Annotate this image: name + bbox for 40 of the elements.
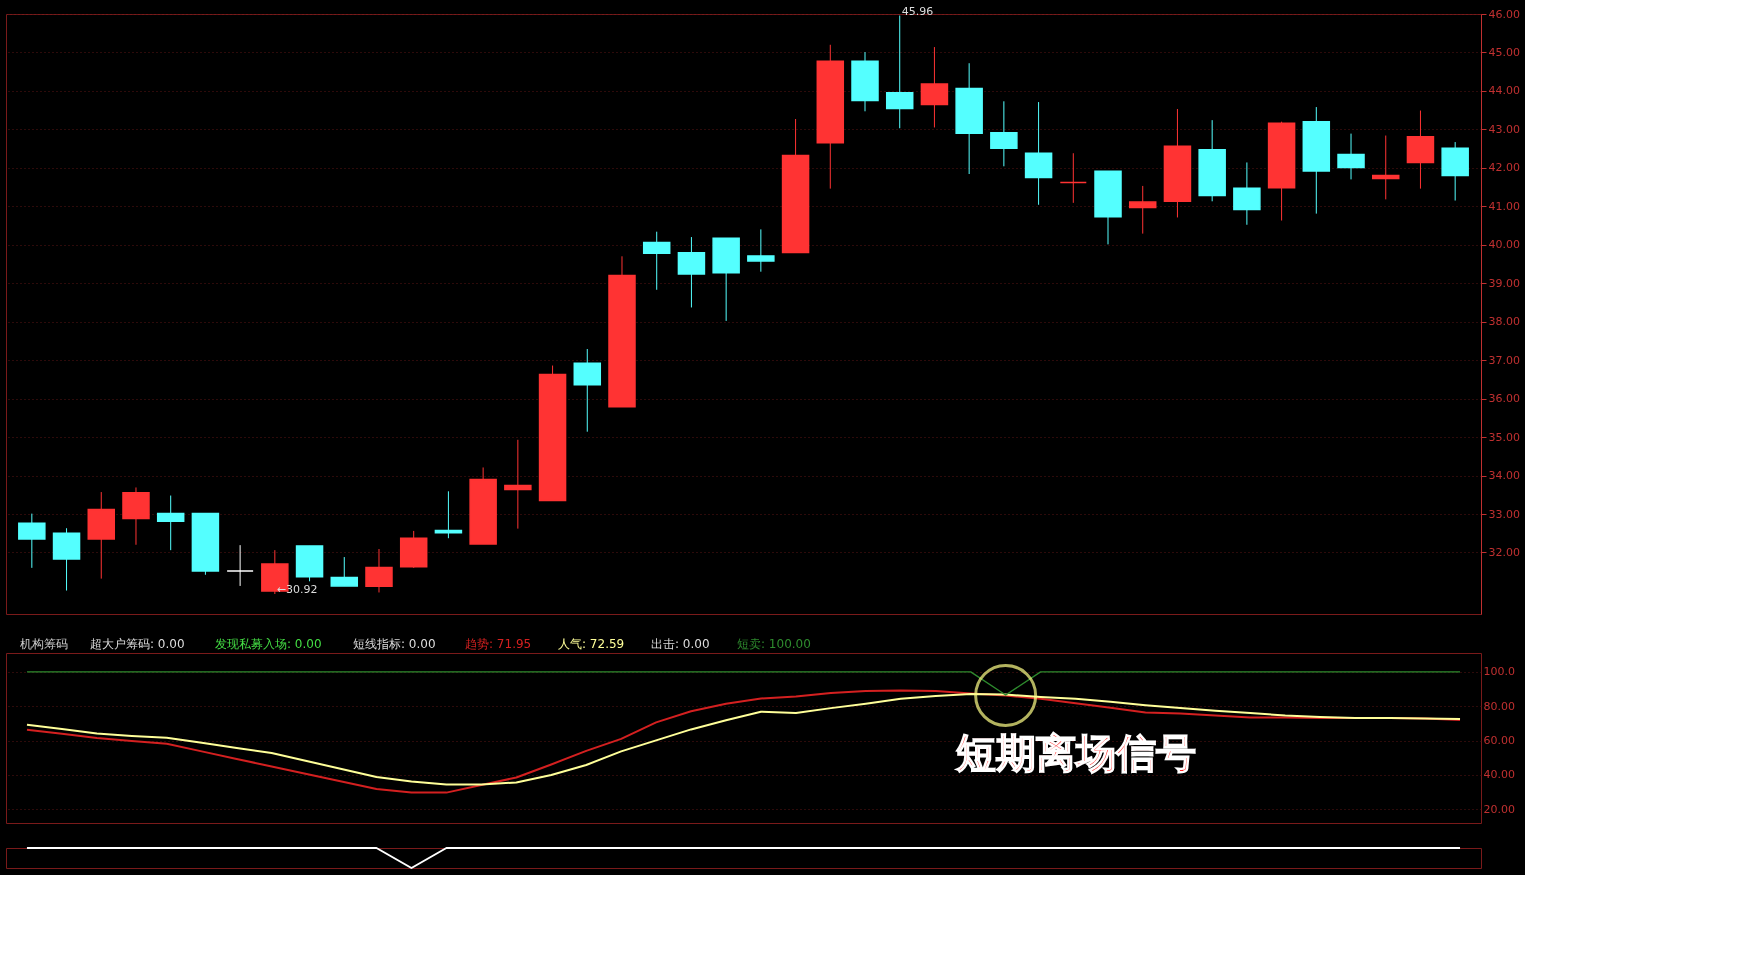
y-tick-label: 41.00 (1488, 199, 1520, 213)
y-tick-label: 80.00 (1483, 699, 1515, 713)
text: 短线指标: 0.00 (353, 637, 436, 651)
candlestick (226, 544, 254, 587)
text: 发现私募入场: 0.00 (215, 637, 322, 651)
y-tick-label: 60.00 (1483, 734, 1515, 748)
text: 趋势: 71.95 (465, 637, 532, 651)
y-tick-label: 33.00 (1488, 507, 1520, 521)
y-tick-label: 32.00 (1488, 545, 1520, 559)
y-tick-label: 40.00 (1483, 768, 1515, 782)
y-tick-label: 39.00 (1488, 276, 1520, 290)
y-tick-label: 42.00 (1488, 161, 1520, 175)
candlestick (434, 490, 463, 539)
candlestick (156, 495, 185, 551)
y-tick-label: 45.00 (1488, 45, 1520, 59)
candlestick (747, 228, 775, 273)
candlestick (1128, 185, 1157, 235)
y-tick-label: 20.00 (1483, 802, 1515, 816)
candlestick (504, 439, 532, 530)
candlestick (885, 15, 914, 129)
text: 超大户筹码: 0.00 (90, 637, 185, 651)
text: 出击: 0.00 (651, 637, 710, 651)
annotation: 短期离场信号 (954, 730, 1196, 777)
annotation: 45.96 (901, 4, 934, 18)
y-tick-label: 44.00 (1488, 84, 1520, 98)
annotation: ←30.92 (276, 583, 318, 596)
y-tick-label: 46.00 (1488, 7, 1520, 21)
y-tick-label: 37.00 (1488, 353, 1520, 367)
y-tick-label: 38.00 (1488, 315, 1520, 329)
y-tick-label: 34.00 (1488, 469, 1520, 483)
chart-title: 机构筹码 (20, 637, 68, 651)
candlestick (1059, 152, 1088, 204)
y-tick-label: 36.00 (1488, 392, 1520, 406)
y-tick-label: 35.00 (1488, 430, 1520, 444)
series-label: 短卖: 100.00 (737, 637, 811, 651)
y-tick-label: 43.00 (1488, 122, 1520, 136)
y-tick-label: 40.00 (1488, 238, 1520, 252)
y-tick-label: 100.0 (1483, 665, 1515, 679)
candlestick (642, 231, 671, 291)
text: 人气: 72.59 (558, 637, 625, 651)
